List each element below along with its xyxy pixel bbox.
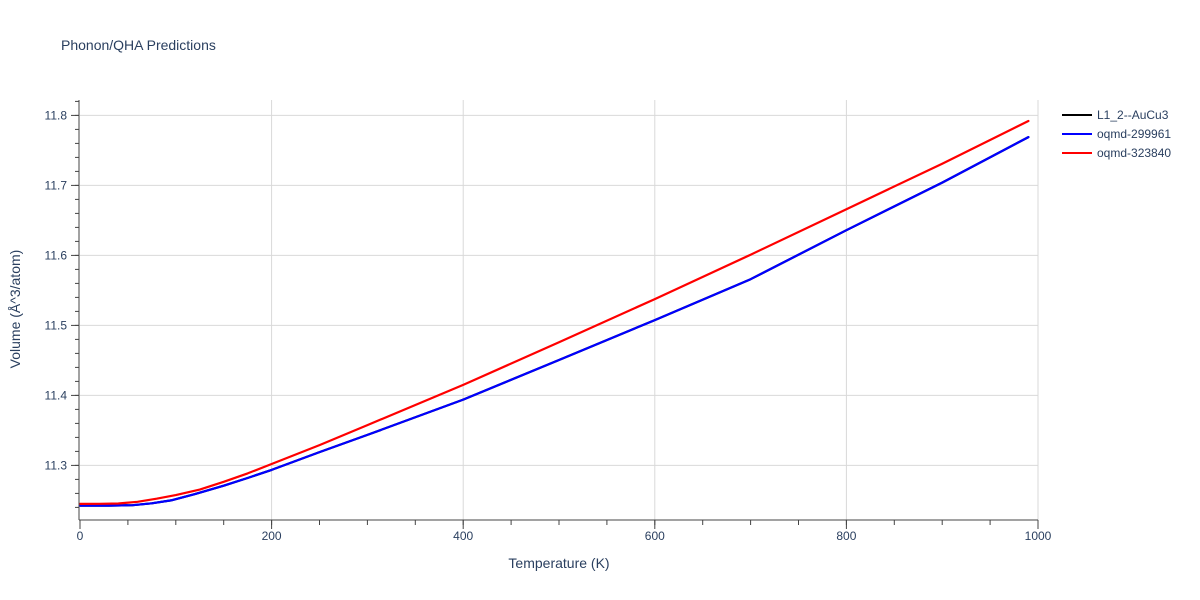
x-tick-label: 1000: [1025, 529, 1052, 543]
series-line-oqmd-323840: [78, 119, 1030, 505]
legend-label: L1_2--AuCu3: [1097, 108, 1169, 122]
y-tick-label: 11.5: [45, 318, 68, 332]
x-tick-label: 200: [262, 529, 282, 543]
axes-layer: [71, 100, 1039, 529]
y-tick-label: 11.8: [45, 108, 68, 122]
x-axis-title: Temperature (K): [508, 555, 609, 571]
grid-layer: [80, 100, 1039, 520]
tick-labels: 0 200 400 600 800 1000 11.3 11.4 11.5 11.6 11.7 11.…: [45, 108, 1052, 543]
x-tick-label: 800: [836, 529, 856, 543]
series-line-L1_2--AuCu3: [78, 136, 1030, 507]
x-tick-label: 600: [645, 529, 665, 543]
y-axis-title: Volume (Å^3/atom): [7, 250, 23, 369]
y-tick-label: 11.6: [45, 248, 68, 262]
legend: L1_2--AuCu3 oqmd-299961 oqmd-323840: [1062, 108, 1171, 160]
y-tick-label: 11.4: [45, 388, 68, 402]
series-line-oqmd-299961: [78, 136, 1030, 507]
x-tick-label: 0: [77, 529, 84, 543]
chart-title: Phonon/QHA Predictions: [61, 37, 216, 53]
y-tick-label: 11.7: [45, 178, 68, 192]
x-tick-label: 400: [453, 529, 473, 543]
legend-label: oqmd-299961: [1097, 127, 1171, 141]
legend-label: oqmd-323840: [1097, 146, 1171, 160]
y-tick-label: 11.3: [45, 458, 68, 472]
series-layer: [78, 119, 1030, 507]
